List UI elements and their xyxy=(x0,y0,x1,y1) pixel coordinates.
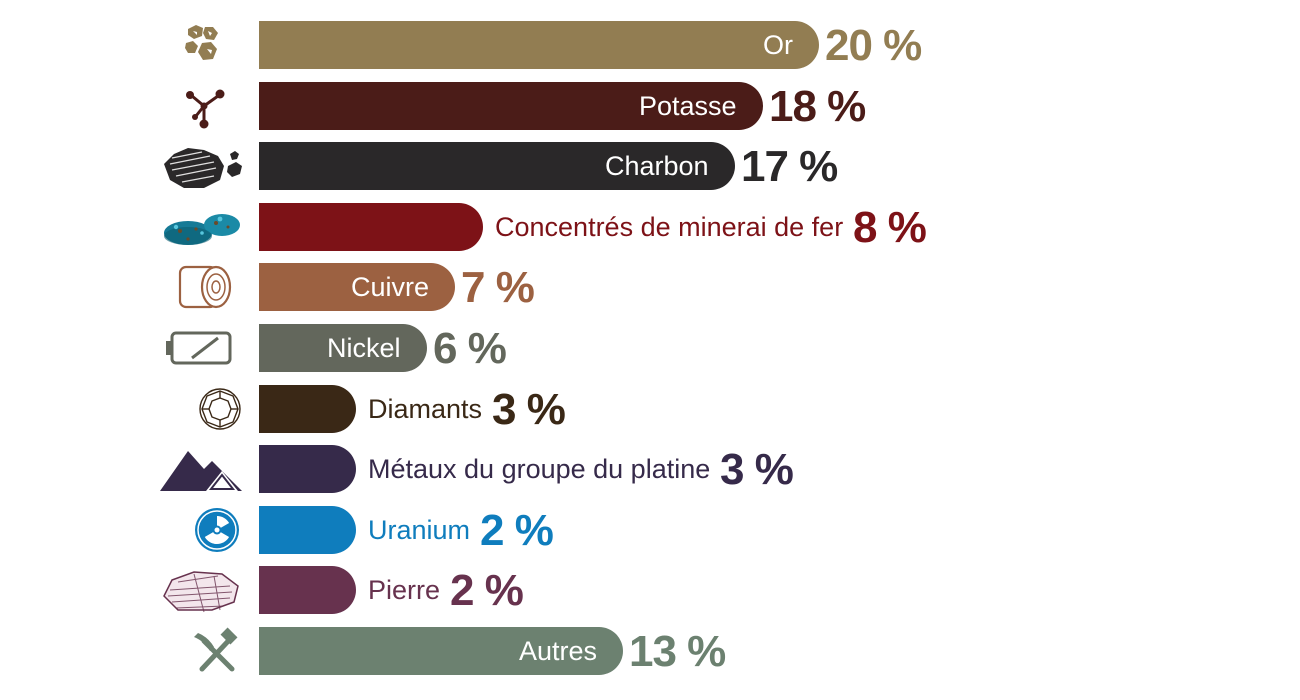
bar xyxy=(259,142,735,190)
iron-ore-icon xyxy=(158,203,244,251)
bar-row: Métaux du groupe du platine 3 % xyxy=(0,445,1300,494)
value-label: 20 % xyxy=(825,21,922,70)
pick-hammer-icon xyxy=(158,627,244,675)
bar-row: Cuivre 7 % xyxy=(0,263,1300,312)
bar-row: Pierre 2 % xyxy=(0,566,1300,615)
category-label: Or xyxy=(763,30,793,60)
category-label: Nickel xyxy=(327,333,401,363)
mountain-icon xyxy=(158,445,244,493)
copper-roll-icon xyxy=(158,263,244,311)
bar-row: Or 20 % xyxy=(0,21,1300,70)
bar xyxy=(259,385,356,433)
bar-row: Concentrés de minerai de fer 8 % xyxy=(0,203,1300,252)
value-label: 6 % xyxy=(433,324,507,373)
bar-row: Nickel 6 % xyxy=(0,324,1300,373)
value-label: 13 % xyxy=(629,627,726,676)
bar-row: Uranium 2 % xyxy=(0,506,1300,555)
value-label: 8 % xyxy=(853,203,927,252)
value-label: 2 % xyxy=(450,566,524,615)
bar xyxy=(259,203,483,251)
category-label: Charbon xyxy=(605,151,709,181)
bar-row: Diamants 3 % xyxy=(0,385,1300,434)
stone-icon xyxy=(158,566,244,614)
bar xyxy=(259,324,427,372)
bar xyxy=(259,21,819,69)
category-label: Autres xyxy=(519,636,598,666)
category-label: Cuivre xyxy=(351,272,430,302)
gold-nuggets-icon xyxy=(158,21,244,69)
value-label: 17 % xyxy=(741,142,838,191)
bar xyxy=(259,627,623,675)
bar xyxy=(259,566,356,614)
molecule-icon xyxy=(158,82,244,130)
category-label: Uranium xyxy=(368,515,471,545)
value-label: 3 % xyxy=(720,445,794,494)
bar xyxy=(259,82,763,130)
value-label: 18 % xyxy=(769,82,866,131)
bar xyxy=(259,506,356,554)
bar-row: Potasse 18 % xyxy=(0,82,1300,131)
category-label: Concentrés de minerai de fer xyxy=(495,212,844,242)
category-label: Pierre xyxy=(368,575,441,605)
bar xyxy=(259,445,356,493)
category-label: Métaux du groupe du platine xyxy=(368,454,711,484)
value-label: 3 % xyxy=(492,385,566,434)
value-label: 7 % xyxy=(461,263,535,312)
diamond-icon xyxy=(158,385,244,433)
bar-row: Autres 13 % xyxy=(0,627,1300,676)
category-label: Potasse xyxy=(639,91,737,121)
bar xyxy=(259,263,455,311)
category-label: Diamants xyxy=(368,394,483,424)
bar-row: Charbon 17 % xyxy=(0,142,1300,191)
coal-icon xyxy=(158,142,244,190)
value-label: 2 % xyxy=(480,506,554,555)
radiation-icon xyxy=(158,506,244,554)
battery-icon xyxy=(158,324,244,372)
